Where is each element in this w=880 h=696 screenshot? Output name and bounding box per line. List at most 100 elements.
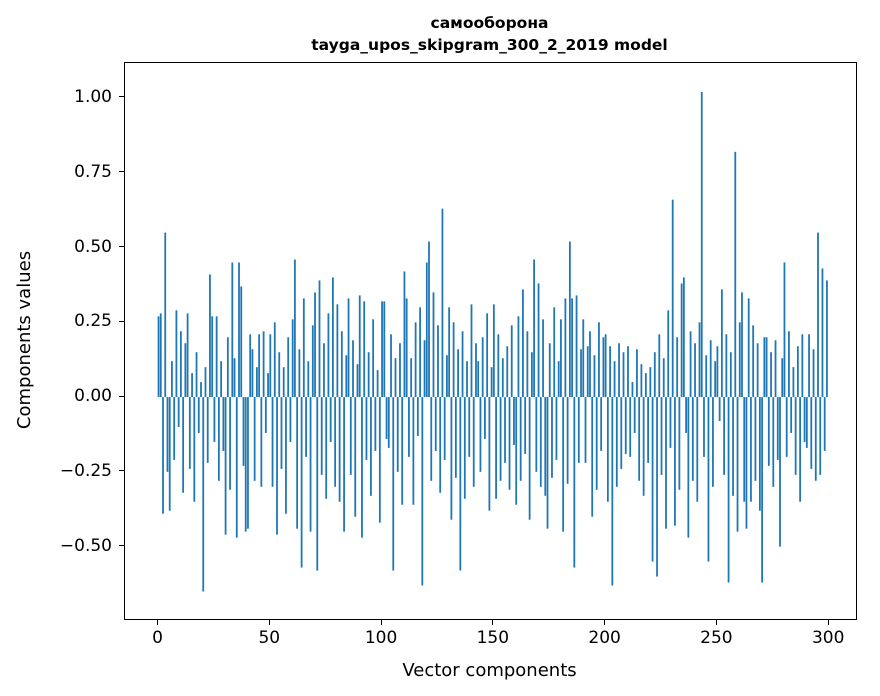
x-tick-label: 50 <box>258 628 281 648</box>
bar <box>758 397 761 511</box>
bar <box>347 298 350 398</box>
bar <box>774 340 777 398</box>
bar <box>772 397 775 487</box>
bar <box>334 397 337 487</box>
bar <box>589 331 591 398</box>
x-tick-label: 250 <box>700 628 733 648</box>
bar <box>580 349 582 398</box>
bar <box>497 334 500 398</box>
bar <box>604 334 607 398</box>
x-tick-mark <box>604 620 606 625</box>
bar <box>381 301 383 398</box>
bar <box>687 397 690 538</box>
bar <box>311 325 314 398</box>
bar <box>175 310 178 398</box>
bar <box>305 397 307 457</box>
bar <box>781 358 784 398</box>
y-tick-mark <box>119 96 124 98</box>
bar <box>242 397 245 466</box>
bar <box>385 397 388 439</box>
bar <box>794 397 797 475</box>
bar <box>285 397 287 514</box>
bar <box>707 397 710 562</box>
bar <box>528 397 531 520</box>
bar <box>191 373 193 398</box>
bar <box>425 262 428 398</box>
bar <box>546 397 549 529</box>
bar <box>370 397 372 496</box>
bar <box>571 298 573 398</box>
bar <box>745 397 748 529</box>
bar <box>598 322 600 398</box>
bar <box>238 262 240 398</box>
bar <box>392 397 395 571</box>
bar <box>416 397 419 436</box>
bar <box>783 262 786 398</box>
bar <box>609 346 611 398</box>
bar <box>530 352 533 398</box>
bar <box>233 358 236 398</box>
y-tick-label: 0.00 <box>74 386 112 407</box>
bar <box>539 397 542 487</box>
chart-title-model: tayga_upos_skipgram_300_2_2019 model <box>311 36 668 55</box>
bar <box>810 397 813 469</box>
bar <box>367 352 370 398</box>
bar <box>754 397 757 481</box>
bar <box>200 382 202 398</box>
bar <box>649 367 652 398</box>
bar <box>785 397 788 457</box>
x-axis-label: Vector components <box>402 660 577 681</box>
x-tick-label: 300 <box>811 628 845 648</box>
bar <box>821 268 824 398</box>
bar <box>197 397 200 433</box>
bar <box>247 397 249 529</box>
bar <box>752 325 755 398</box>
bar <box>164 232 167 398</box>
bar <box>289 397 292 442</box>
bar <box>803 397 806 442</box>
bar <box>171 361 173 398</box>
bar <box>808 334 810 398</box>
bar <box>477 361 480 398</box>
x-tick-mark <box>492 620 494 625</box>
bar <box>761 397 764 583</box>
bar <box>343 397 345 532</box>
bar <box>423 340 426 398</box>
bar <box>327 313 330 398</box>
bar <box>202 397 205 592</box>
bar <box>633 397 636 433</box>
bar <box>823 397 826 451</box>
bar <box>600 397 603 451</box>
bar <box>698 322 701 398</box>
bar <box>665 397 667 529</box>
bar <box>468 397 471 457</box>
bar <box>320 397 323 475</box>
bar <box>814 397 817 481</box>
bar <box>553 307 556 398</box>
bar <box>179 331 182 398</box>
bar <box>481 337 484 398</box>
bar <box>513 397 515 445</box>
bar <box>356 364 359 398</box>
bar <box>394 358 397 398</box>
bar <box>166 397 169 472</box>
bar <box>584 397 587 463</box>
bar <box>644 373 647 398</box>
bar <box>211 316 214 398</box>
bar <box>318 280 321 398</box>
y-tick-label: −0.25 <box>59 460 112 481</box>
bar <box>461 331 464 398</box>
bar <box>162 397 164 514</box>
bar <box>309 397 312 532</box>
bar <box>779 397 781 547</box>
bar <box>354 397 357 517</box>
bar <box>229 397 231 490</box>
y-tick-mark <box>119 320 124 322</box>
plot-area <box>124 62 857 620</box>
bar <box>157 316 160 398</box>
bar <box>790 397 793 433</box>
bar <box>206 397 209 463</box>
bar <box>439 397 442 493</box>
bar <box>177 397 180 427</box>
bar <box>812 349 815 398</box>
